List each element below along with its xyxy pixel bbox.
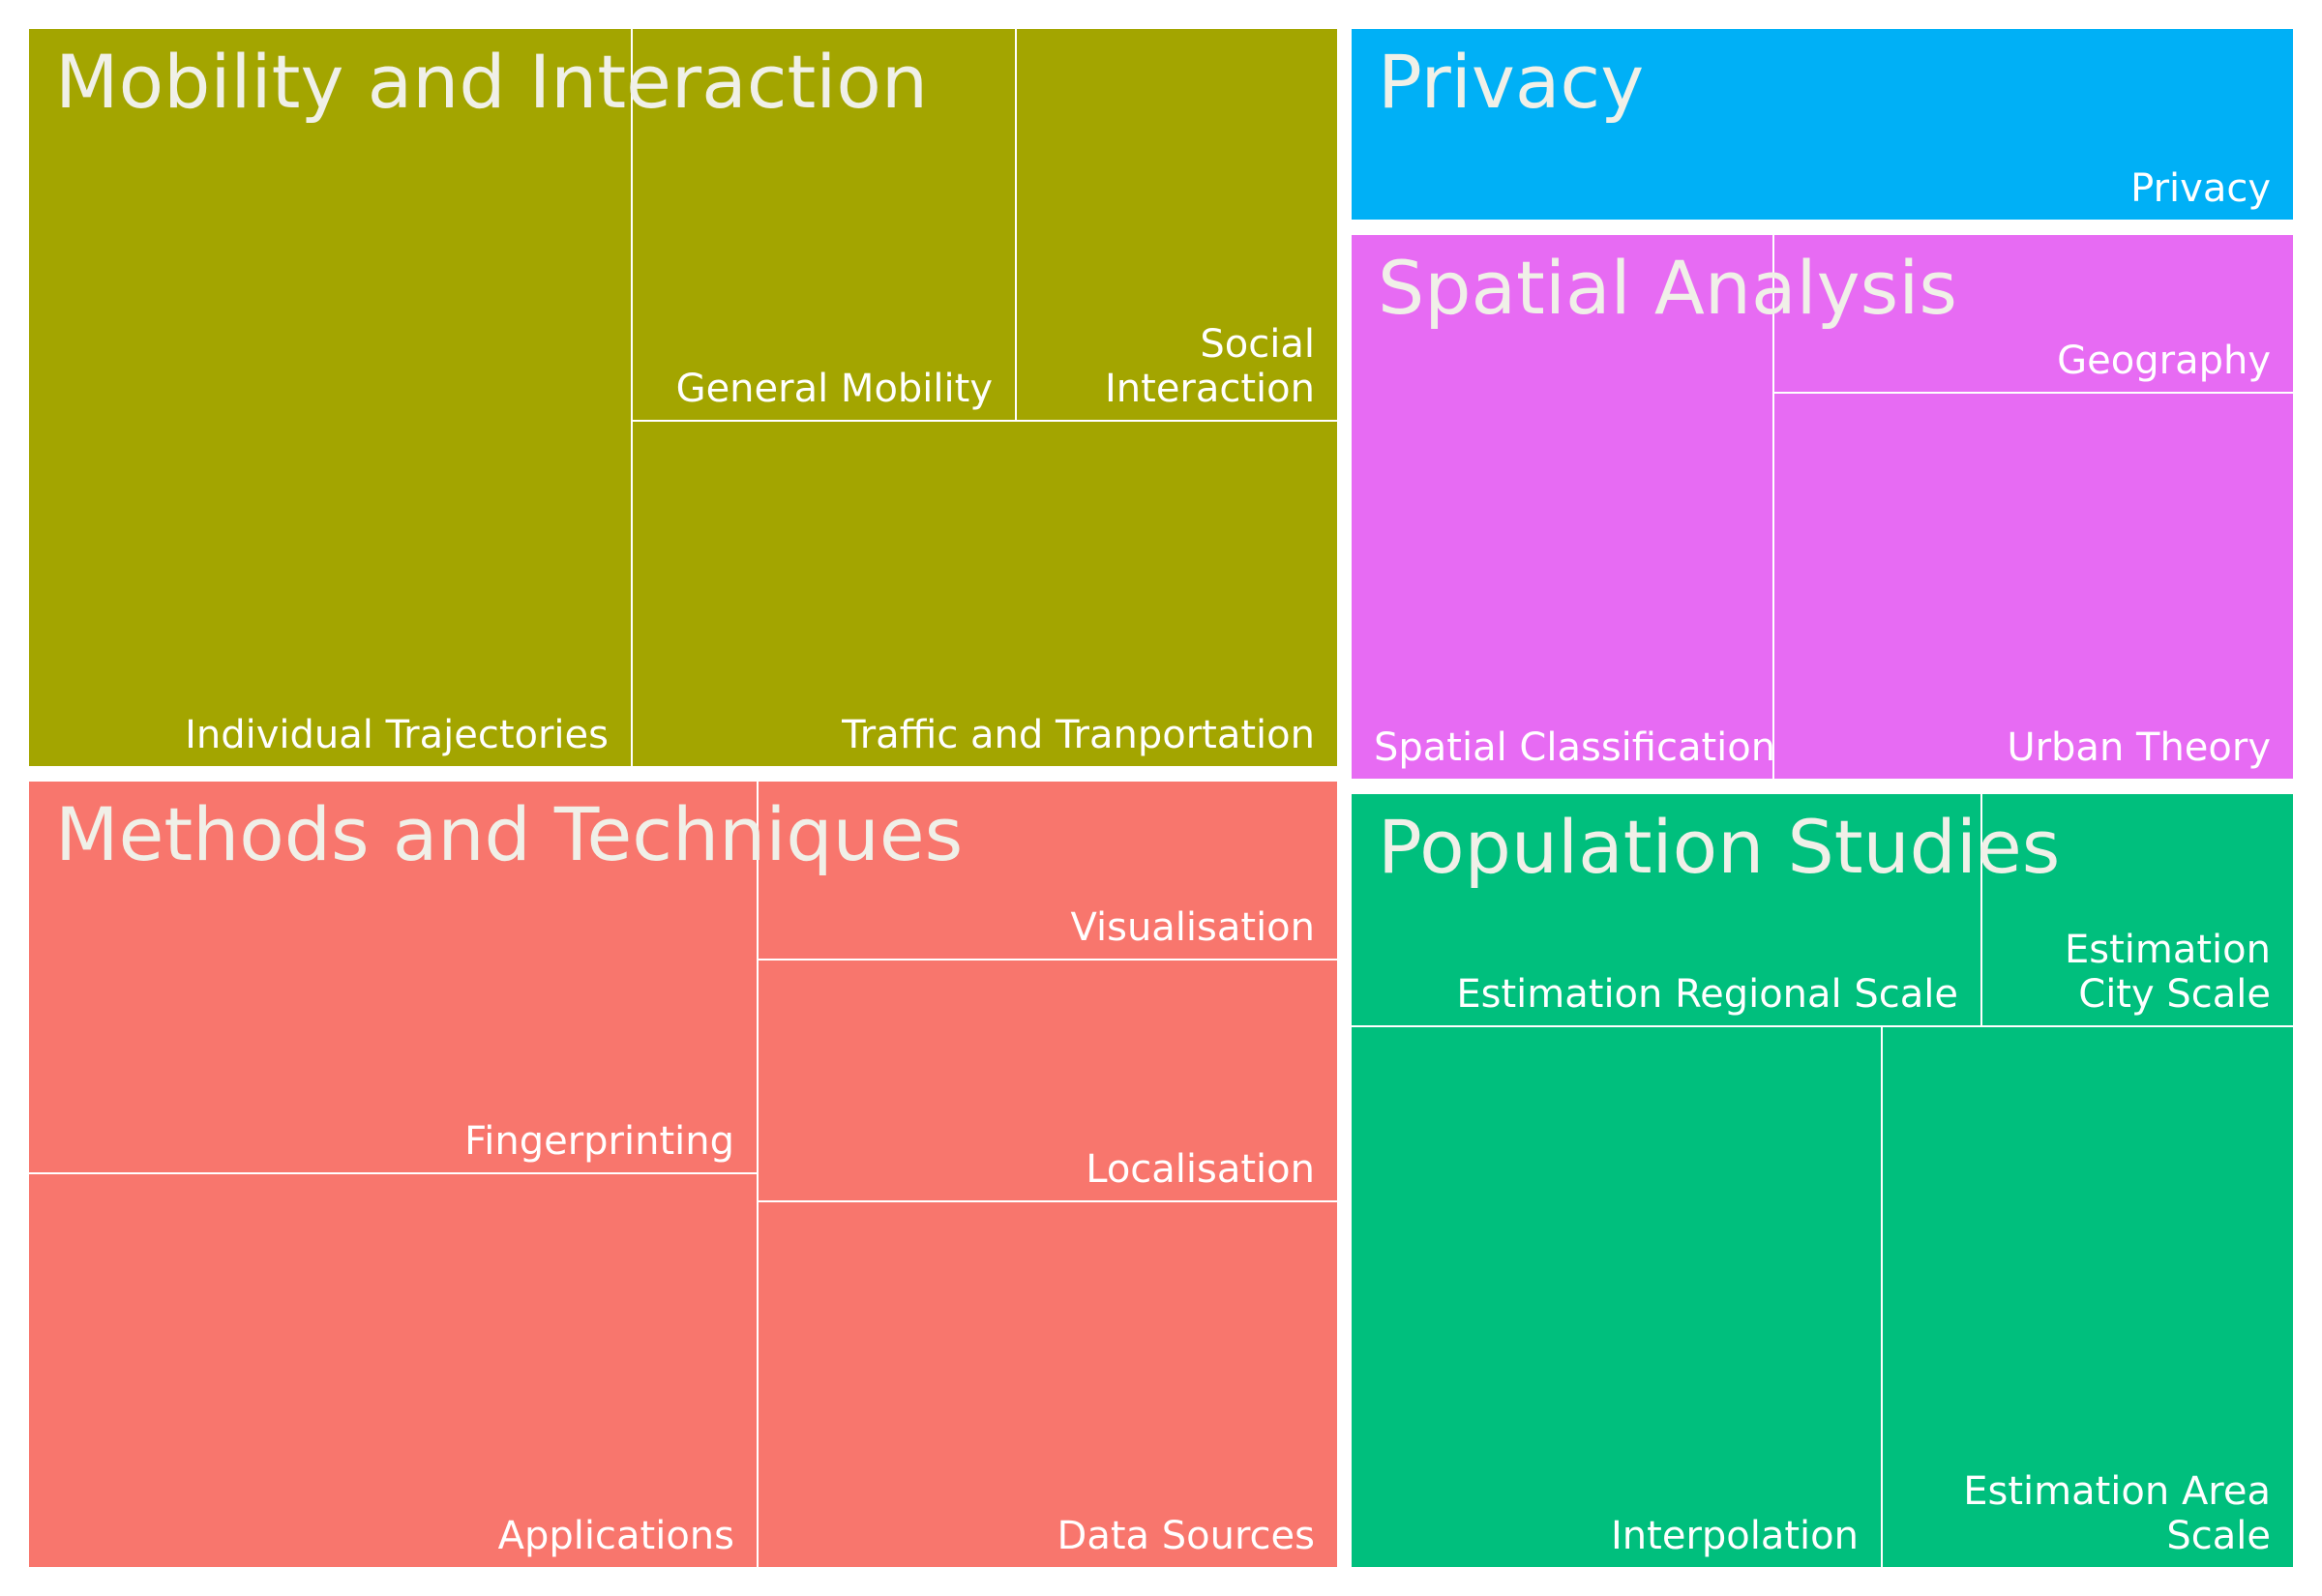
group-methods-and-techniques: Fingerprinting Visualisation Localisation A… xyxy=(27,780,1339,1569)
tile-social-interaction[interactable] xyxy=(1015,27,1339,422)
tile-localisation[interactable] xyxy=(757,959,1339,1202)
group-population-studies: Estimation Regional Scale Estimation City … xyxy=(1350,792,2295,1569)
leaf-label-spatial-classification: Spatial Classification xyxy=(1374,725,1775,770)
leaf-label-traffic-and-tranportation: Traffic and Tranportation xyxy=(841,713,1315,757)
leaf-label-localisation: Localisation xyxy=(1086,1147,1315,1192)
leaf-label-estimation-regional-scale: Estimation Regional Scale xyxy=(1456,972,1958,1017)
tile-estimation-regional-scale[interactable] xyxy=(1350,792,1982,1027)
tile-urban-theory[interactable] xyxy=(1772,392,2295,781)
group-label-mobility-and-interaction: Mobility and Interaction xyxy=(55,39,928,125)
leaf-label-estimation-area-scale: Estimation Area Scale xyxy=(1963,1469,2271,1558)
tile-traffic-and-tranportation[interactable] xyxy=(631,420,1339,768)
leaf-label-applications: Applications xyxy=(498,1514,734,1558)
leaf-label-geography: Geography xyxy=(2057,339,2271,383)
leaf-label-social-interaction: Social Interaction xyxy=(1105,322,1315,411)
leaf-label-fingerprinting: Fingerprinting xyxy=(464,1119,734,1164)
tile-individual-trajectories[interactable] xyxy=(27,27,633,768)
leaf-label-data-sources: Data Sources xyxy=(1057,1514,1315,1558)
tile-applications[interactable] xyxy=(27,1172,759,1569)
tile-estimation-area-scale[interactable] xyxy=(1881,1025,2295,1569)
leaf-label-privacy: Privacy xyxy=(2130,166,2271,211)
tile-general-mobility[interactable] xyxy=(631,27,1017,422)
tile-visualisation[interactable] xyxy=(757,780,1339,961)
tile-geography[interactable] xyxy=(1772,233,2295,394)
leaf-label-individual-trajectories: Individual Trajectories xyxy=(185,713,609,757)
tile-data-sources[interactable] xyxy=(757,1200,1339,1569)
leaf-label-urban-theory: Urban Theory xyxy=(2007,725,2271,770)
tile-estimation-city-scale[interactable] xyxy=(1980,792,2295,1027)
leaf-label-general-mobility: General Mobility xyxy=(676,367,993,411)
group-label-spatial-analysis: Spatial Analysis xyxy=(1378,245,1957,331)
tile-interpolation[interactable] xyxy=(1350,1025,1883,1569)
leaf-label-interpolation: Interpolation xyxy=(1611,1514,1859,1558)
group-label-methods-and-techniques: Methods and Techniques xyxy=(55,791,963,877)
group-label-population-studies: Population Studies xyxy=(1378,804,2060,890)
leaf-label-estimation-city-scale: Estimation City Scale xyxy=(2065,928,2271,1017)
group-spatial-analysis: Spatial Classification Geography Urban The… xyxy=(1350,233,2295,781)
leaf-label-visualisation: Visualisation xyxy=(1071,905,1316,950)
tile-fingerprinting[interactable] xyxy=(27,780,759,1174)
group-mobility-and-interaction: Individual Trajectories General Mobility S… xyxy=(27,27,1339,768)
tile-privacy[interactable] xyxy=(1350,27,2295,222)
group-privacy: Privacy xyxy=(1350,27,2295,222)
group-label-privacy: Privacy xyxy=(1378,39,1644,125)
